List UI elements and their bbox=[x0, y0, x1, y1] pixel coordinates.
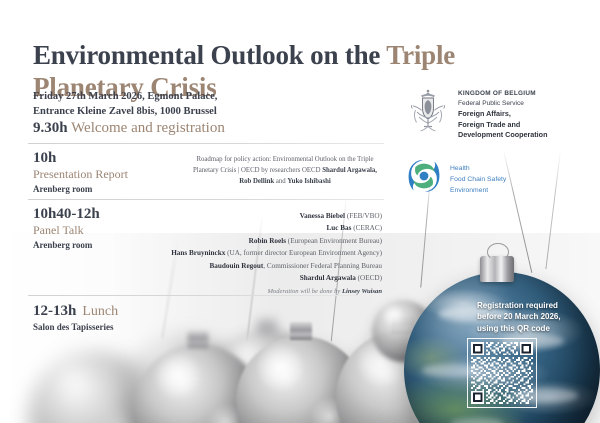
belgium-logo-text: KINGDOM OF BELGIUM Federal Public Servic… bbox=[458, 86, 547, 141]
schedule-name: Panel Talk bbox=[33, 223, 84, 238]
bauble-cap bbox=[257, 318, 277, 334]
schedule-time: 10h40-12h bbox=[33, 206, 100, 222]
presentation-author-last: Yuko Ishibashi bbox=[287, 178, 331, 185]
panelist-row: Robin Roels (European Environment Bureau… bbox=[110, 235, 382, 247]
earth-cloud bbox=[438, 306, 510, 322]
dept-line-2: Foreign Trade and bbox=[458, 119, 521, 129]
welcome-time: 9.30h bbox=[33, 120, 68, 136]
registration-line-1: Registration required bbox=[477, 301, 558, 310]
belgian-coat-of-arms-icon bbox=[406, 86, 450, 138]
qr-code-icon[interactable] bbox=[467, 338, 537, 408]
logo-fps-health: Health Food Chain Safety Environment bbox=[406, 158, 596, 196]
panelist-row: Vanessa Biebel (FEB/VBO) bbox=[110, 210, 382, 222]
title-accent-planetary-crisis: Planetary Crisis bbox=[33, 71, 217, 102]
kingdom-label: KINGDOM OF BELGIUM bbox=[458, 90, 536, 97]
panelist-affiliation: (OECD) bbox=[355, 273, 382, 282]
authors-conjunction: and bbox=[274, 178, 288, 185]
earth-cloud bbox=[450, 418, 504, 423]
schedule-item-lunch: 12-13h Lunch Salon des Tapisseries bbox=[33, 303, 118, 334]
title-primary: Environmental Outlook on the bbox=[33, 40, 387, 71]
schedule-time: 10h bbox=[33, 150, 57, 166]
panelist-row: Luc Bas (CERAC) bbox=[110, 222, 382, 234]
bauble-cap bbox=[290, 322, 312, 340]
earth-cloud bbox=[500, 334, 564, 348]
panelist-name: Vanessa Biebel bbox=[299, 212, 346, 220]
schedule-room: Arenberg room bbox=[33, 183, 93, 194]
panelist-row: Shardul Argawala (OECD) bbox=[110, 272, 382, 284]
bauble-cap bbox=[187, 331, 209, 348]
dept-line-1: Foreign Affairs, bbox=[458, 108, 511, 118]
panelist-affiliation: (European Environment Bureau) bbox=[286, 236, 382, 245]
service-label: Federal Public Service bbox=[458, 99, 524, 107]
logo-kingdom-of-belgium: KINGDOM OF BELGIUM Federal Public Servic… bbox=[406, 86, 596, 141]
qr-code-matrix bbox=[471, 342, 533, 404]
panelist-affiliation: (CERAC) bbox=[351, 224, 382, 233]
moderator-name: Linsey Wuisan bbox=[341, 288, 382, 295]
health-line-2: Food Chain Safety bbox=[450, 176, 507, 183]
panelist-list: Vanessa Biebel (FEB/VBO) Luc Bas (CERAC)… bbox=[110, 210, 382, 284]
welcome-label: Welcome and registration bbox=[71, 120, 225, 136]
fps-health-swirl-icon bbox=[406, 158, 442, 194]
health-line-1: Health bbox=[450, 165, 470, 172]
desc-line-2: the Triple Planetary Crisis | OECD by re… bbox=[193, 156, 374, 174]
presentation-authors: Shardul Argawala, Rob Dellink bbox=[239, 167, 377, 185]
venue-line-1: Friday 27th March 2026, Egmont Palace, bbox=[33, 91, 218, 102]
panelist-name: Robin Roels bbox=[248, 236, 286, 245]
title-accent-triple: Triple bbox=[386, 40, 456, 71]
earth-bauble-loop bbox=[487, 243, 509, 261]
registration-line-3: using this QR code bbox=[477, 323, 550, 333]
divider bbox=[28, 199, 384, 200]
registration-line-2: before 20 March 2026, bbox=[477, 312, 561, 322]
panelist-affiliation: (UA, former director European Environmen… bbox=[225, 249, 382, 258]
panelist-row: Baudouin Regout, Commissioner Federal Pl… bbox=[110, 260, 382, 272]
panelist-name: Luc Bas bbox=[326, 224, 352, 233]
schedule-room: Arenberg room bbox=[33, 239, 93, 250]
earth-cloud bbox=[422, 364, 480, 377]
panelist-affiliation: (FEB/VBO) bbox=[345, 212, 382, 220]
presentation-description: Roadmap for policy action: Environmental… bbox=[188, 154, 382, 187]
registration-note: Registration required before 20 March 20… bbox=[477, 300, 589, 334]
welcome-registration-row: 9.30h Welcome and registration bbox=[33, 120, 225, 137]
schedule-time: 12-13h bbox=[33, 303, 77, 319]
schedule-item-presentation: 10h Presentation Report Arenberg room bbox=[33, 150, 128, 195]
health-line-3: Environment bbox=[450, 187, 489, 194]
panelist-affiliation: , Commissioner Federal Planning Bureau bbox=[263, 261, 382, 270]
earth-cloud bbox=[512, 388, 578, 403]
desc-line-1: Roadmap for policy action: Environmental… bbox=[196, 156, 346, 163]
moderation-prefix: Moderation will be done by bbox=[267, 288, 342, 295]
venue-line-2: Entrance Kleine Zavel 8bis, 1000 Brussel bbox=[33, 106, 217, 118]
divider bbox=[28, 143, 384, 144]
divider bbox=[28, 295, 358, 296]
panelist-name: Shardul Argawala bbox=[299, 273, 356, 282]
panelist-name: Hans Bruyninckx bbox=[171, 249, 226, 258]
schedule-room: Salon des Tapisseries bbox=[33, 322, 114, 333]
schedule-name: Presentation Report bbox=[33, 167, 128, 182]
page-title: Environmental Outlook on the Triple Plan… bbox=[33, 40, 513, 104]
moderation-note: Moderation will be done by Linsey Wuisan bbox=[210, 288, 382, 295]
health-logo-text: Health Food Chain Safety Environment bbox=[450, 158, 506, 196]
schedule-name: Lunch bbox=[82, 304, 119, 319]
schedule-item-panel: 10h40-12h Panel Talk Arenberg room bbox=[33, 206, 100, 251]
venue-details: Friday 27th March 2026, Egmont Palace, E… bbox=[33, 89, 363, 119]
dept-line-3: Development Cooperation bbox=[458, 130, 548, 140]
panelist-row: Hans Bruyninckx (UA, former director Eur… bbox=[110, 247, 382, 259]
panelist-name: Baudouin Regout bbox=[209, 261, 264, 270]
